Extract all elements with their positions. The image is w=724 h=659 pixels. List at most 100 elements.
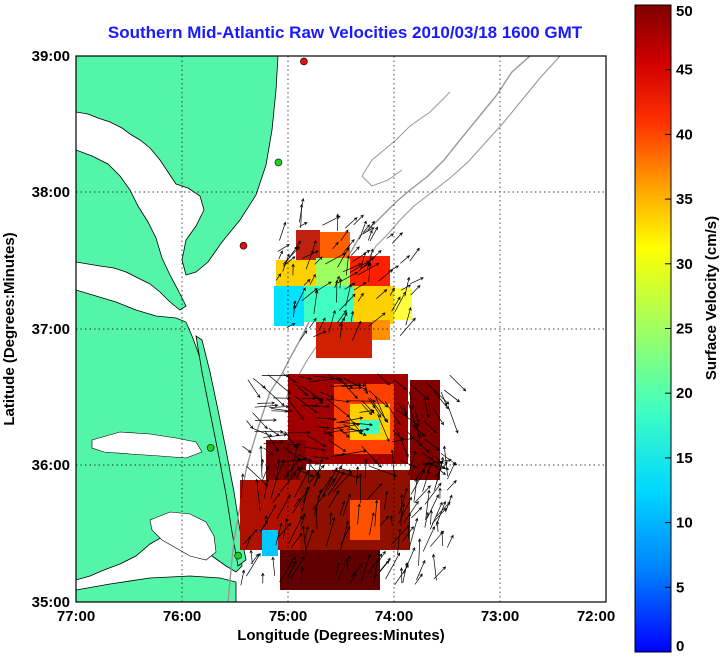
velocity-arrow (325, 517, 336, 547)
velocity-arrow (379, 560, 390, 573)
velocity-arrow (255, 478, 261, 511)
velocity-arrow (413, 478, 419, 502)
velocity-arrow (344, 217, 358, 229)
velocity-arrow (429, 509, 433, 525)
velocity-arrow (392, 430, 404, 441)
velocity-arrow (368, 312, 386, 327)
velocity-arrow (361, 400, 375, 414)
velocity-arrow (364, 381, 369, 395)
velocity-arrow (260, 384, 285, 407)
velocity-arrow (338, 317, 346, 326)
velocity-arrow (411, 506, 423, 519)
velocity-arrow (431, 507, 447, 524)
velocity-arrow (259, 445, 263, 478)
velocity-arrow (442, 445, 448, 477)
velocity-arrow (377, 550, 386, 563)
colorbar-tick-label: 40 (676, 126, 693, 143)
velocity-arrow (330, 452, 346, 457)
velocity-arrow (374, 499, 379, 527)
velocity-arrow (287, 442, 301, 447)
velocity-arrow (270, 476, 278, 499)
velocity-arrow (317, 417, 337, 421)
velocity-arrow (282, 517, 288, 540)
velocity-arrow (361, 553, 371, 582)
velocity-arrow (282, 246, 300, 265)
velocity-arrow (376, 289, 388, 299)
velocity-arrow (297, 453, 320, 465)
velocity-arrow (400, 459, 418, 469)
velocity-arrow (408, 517, 419, 549)
velocity-arrow (331, 422, 361, 430)
velocity-arrow (399, 567, 404, 584)
velocity-arrow (257, 401, 276, 405)
plot-frame (75, 55, 607, 603)
velocity-arrow (384, 400, 401, 426)
velocity-arrow (294, 287, 306, 310)
radar-site-marker (206, 443, 215, 452)
velocity-arrow (314, 281, 332, 293)
colorbar-tick-label: 45 (676, 62, 693, 79)
velocity-arrow (272, 492, 281, 503)
y-axis: 39:00 38:00 37:00 36:00 35:00 Latitude (… (1, 48, 70, 611)
velocity-arrow (263, 478, 270, 499)
velocity-arrow (263, 447, 274, 456)
velocity-arrow (374, 557, 391, 577)
bathymetry-contour-3 (361, 91, 451, 187)
velocity-arrow (401, 503, 406, 517)
velocity-arrow (359, 220, 367, 240)
velocity-arrow (360, 251, 367, 271)
velocity-arrow (426, 494, 439, 519)
velocity-arrow (438, 487, 442, 499)
land-delmarva (76, 56, 279, 276)
velocity-arrow (304, 525, 309, 540)
velocity-arrow (247, 379, 261, 399)
velocity-arrow (353, 214, 364, 226)
velocity-arrow (334, 449, 367, 457)
velocity-arrow (397, 528, 402, 555)
velocity-arrow (279, 221, 287, 241)
velocity-arrow (367, 229, 373, 241)
velocity-arrow (313, 330, 327, 338)
velocity-arrow (398, 487, 408, 515)
velocity-field-south (240, 374, 440, 590)
velocity-arrow (301, 250, 319, 259)
colorbar-tick-label: 15 (676, 450, 693, 467)
velocity-arrow (332, 471, 353, 493)
velocity-arrow (337, 426, 350, 438)
velocity-arrow (373, 552, 380, 583)
velocity-arrow (406, 431, 430, 453)
velocity-arrow (396, 428, 409, 458)
velocity-arrow (399, 317, 416, 336)
colorbar-tick-label: 35 (676, 191, 693, 208)
velocity-arrow (361, 445, 378, 464)
velocity-arrow (263, 433, 288, 438)
velocity-arrow (345, 283, 352, 307)
velocity-arrow (311, 404, 330, 409)
velocity-arrow (287, 398, 305, 421)
velocity-arrow (367, 220, 375, 232)
velocity-arrow (240, 473, 245, 498)
velocity-arrow (269, 404, 290, 409)
velocity-arrow (343, 239, 355, 253)
velocity-arrow (424, 511, 430, 528)
grid-lines (76, 56, 606, 602)
velocity-arrow (357, 262, 380, 276)
velocity-arrow (411, 424, 426, 437)
velocity-arrow (298, 375, 313, 381)
velocity-arrow (374, 395, 387, 423)
velocity-arrow (409, 391, 414, 410)
velocity-arrow (242, 445, 252, 453)
velocity-arrow (303, 278, 311, 286)
velocity-arrow (290, 556, 305, 580)
land-south (76, 575, 237, 602)
velocity-arrow (418, 538, 422, 566)
velocity-arrow (337, 309, 347, 323)
velocity-arrow (435, 501, 451, 518)
velocity-arrow (299, 197, 305, 223)
velocity-arrow (299, 222, 308, 227)
velocity-arrow (338, 555, 351, 579)
velocity-arrow (347, 428, 364, 433)
velocity-arrow (297, 469, 315, 477)
velocity-arrow (327, 374, 354, 389)
x-tick-label: 73:00 (481, 608, 519, 625)
